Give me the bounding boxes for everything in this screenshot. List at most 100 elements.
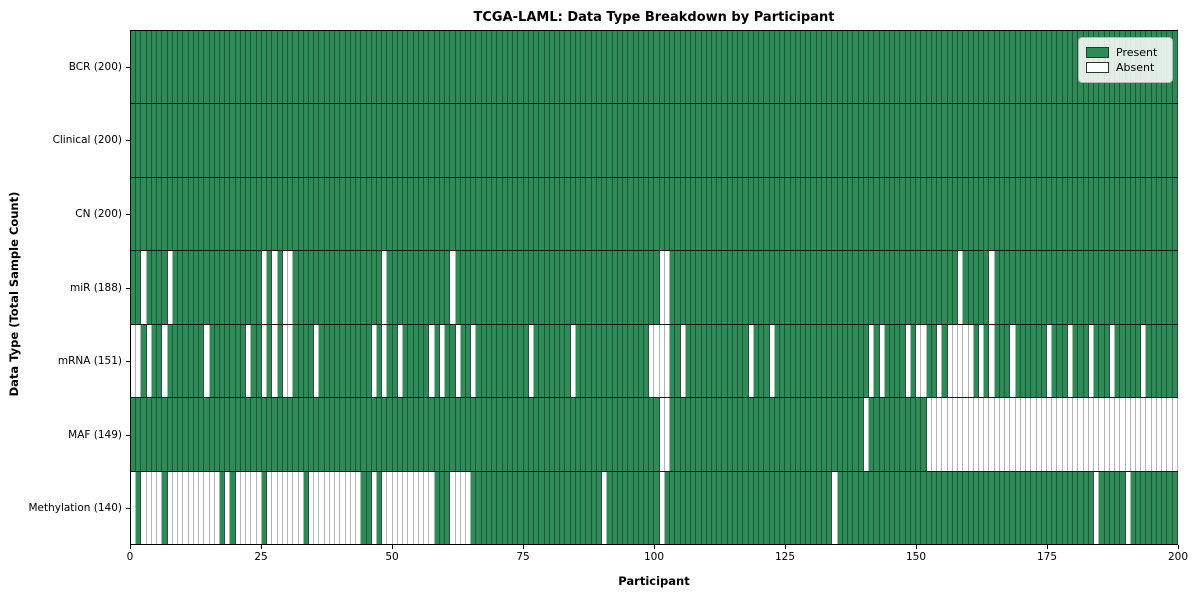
cell	[308, 471, 315, 544]
cell	[889, 251, 896, 324]
cell	[712, 398, 718, 471]
cell	[256, 104, 262, 177]
cell	[832, 324, 838, 398]
cell	[785, 104, 791, 177]
cell	[811, 177, 817, 251]
cell	[1020, 324, 1027, 398]
cell	[853, 31, 859, 104]
cell	[439, 324, 446, 398]
cell	[240, 471, 247, 544]
cell	[968, 177, 974, 251]
cell	[1067, 177, 1074, 251]
cell	[801, 251, 807, 324]
cell	[466, 177, 472, 251]
cell	[1104, 324, 1110, 398]
cell	[952, 31, 959, 104]
cell	[502, 31, 508, 104]
cell	[392, 177, 398, 251]
cell	[377, 398, 383, 471]
cell	[1136, 251, 1142, 324]
cell	[481, 398, 487, 471]
cell	[486, 177, 493, 251]
cell	[1005, 104, 1011, 177]
cell	[523, 324, 529, 398]
cell	[151, 324, 158, 398]
cell	[617, 177, 624, 251]
cell	[1141, 471, 1147, 544]
cell	[612, 251, 618, 324]
cell	[1041, 398, 1048, 471]
cell	[230, 398, 236, 471]
cell	[225, 177, 231, 251]
cell	[1062, 324, 1068, 398]
cell	[717, 324, 723, 398]
cell	[1125, 398, 1131, 471]
cell	[392, 398, 398, 471]
cell	[1172, 177, 1178, 251]
cell	[795, 251, 801, 324]
cell	[670, 104, 676, 177]
cell	[267, 251, 273, 324]
x-tick-label-125: 125	[774, 551, 796, 563]
cell	[230, 251, 236, 324]
cell	[963, 104, 969, 177]
cell	[1073, 251, 1079, 324]
legend: Present Absent	[1078, 37, 1173, 83]
cell	[282, 398, 289, 471]
cell	[607, 104, 613, 177]
cell	[460, 104, 466, 177]
cell	[1115, 471, 1121, 544]
cell	[565, 324, 571, 398]
cell	[989, 324, 995, 398]
cell	[989, 104, 995, 177]
cell	[1156, 324, 1163, 398]
cell	[1162, 104, 1168, 177]
cell	[727, 324, 733, 398]
cell	[963, 31, 969, 104]
cell	[1141, 251, 1147, 324]
cell	[706, 251, 713, 324]
cell	[1026, 398, 1032, 471]
cell	[638, 398, 644, 471]
cell	[507, 104, 514, 177]
cell	[523, 31, 529, 104]
cell	[193, 398, 200, 471]
cell	[246, 177, 252, 251]
cell	[968, 398, 974, 471]
cell	[507, 251, 514, 324]
cell	[193, 324, 200, 398]
cell	[743, 31, 749, 104]
cell	[324, 471, 330, 544]
cell	[413, 471, 419, 544]
cell	[675, 31, 681, 104]
cell	[1151, 471, 1157, 544]
cell	[1067, 31, 1074, 104]
cell	[685, 177, 692, 251]
cell	[298, 104, 304, 177]
cell	[732, 177, 739, 251]
cell	[910, 177, 917, 251]
cell	[1109, 177, 1116, 251]
cell	[1130, 104, 1136, 177]
cell	[356, 177, 362, 251]
cell	[1047, 177, 1053, 251]
cell	[549, 398, 555, 471]
cell	[298, 398, 304, 471]
cell	[314, 398, 320, 471]
cell	[554, 177, 561, 251]
cell	[921, 31, 927, 104]
cell	[486, 324, 493, 398]
cell	[1015, 177, 1021, 251]
cell	[528, 398, 535, 471]
cell	[162, 398, 168, 471]
cell	[926, 177, 932, 251]
cell	[314, 104, 320, 177]
cell	[973, 104, 979, 177]
cell	[544, 398, 550, 471]
cell	[1031, 471, 1037, 544]
cell	[712, 177, 718, 251]
cell	[560, 104, 566, 177]
cell	[643, 31, 650, 104]
cell	[178, 471, 184, 544]
cell	[691, 398, 697, 471]
